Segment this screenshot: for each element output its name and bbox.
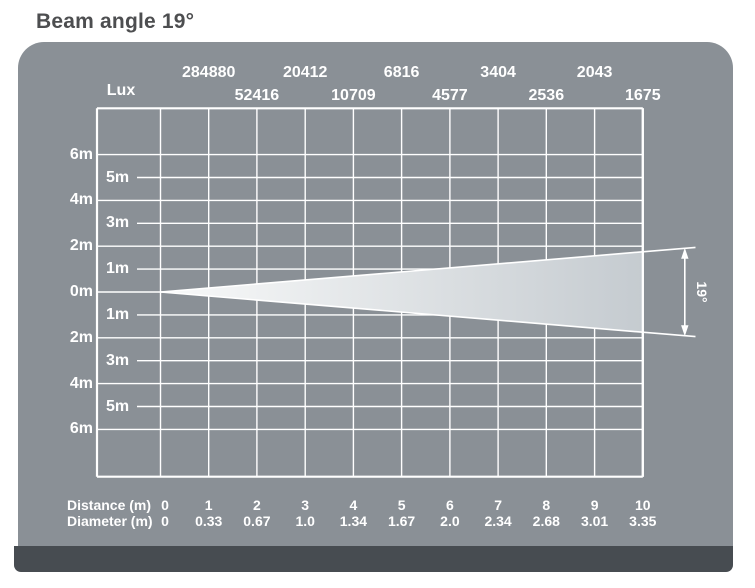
y-axis-inner-label: 3m [106, 351, 130, 369]
distance-value: 4 [349, 496, 358, 513]
distance-value: 6 [445, 496, 454, 513]
y-axis-label: 6m [69, 145, 93, 163]
beam-cone [160, 251, 643, 333]
y-axis-label: 4m [69, 374, 93, 392]
y-axis-inner-label: 5m [106, 397, 130, 415]
distance-value: 10 [635, 496, 651, 513]
diameter-value: 2.34 [484, 512, 512, 529]
y-axis-inner-label: 5m [106, 168, 130, 186]
diameter-value: 1.0 [295, 512, 315, 529]
diameter-value: 0.33 [195, 512, 223, 529]
diameter-row-label: Diameter (m) [67, 512, 153, 529]
angle-arrow [681, 247, 689, 337]
distance-value: 8 [542, 496, 551, 513]
y-axis-inner-label: 1m [106, 260, 130, 278]
lux-axis-label: Lux [106, 82, 136, 99]
lux-value: 4577 [432, 86, 468, 104]
lux-value: 1675 [625, 86, 661, 104]
lux-value: 284880 [181, 64, 236, 81]
lux-value: 10709 [331, 86, 376, 104]
beam-angle-value: 19° [694, 280, 710, 303]
distance-value: 2 [252, 496, 261, 513]
y-axis-inner-label: 3m [106, 214, 130, 232]
diameter-value: 0 [161, 512, 169, 529]
diameter-value: 3.35 [629, 512, 657, 529]
distance-value: 3 [301, 496, 310, 513]
diameter-value: 2.0 [440, 512, 460, 529]
distance-value: 0 [161, 496, 169, 513]
y-axis-label: 6m [69, 420, 93, 438]
lux-value: 52416 [234, 86, 280, 104]
lux-value: 20412 [282, 64, 328, 81]
diameter-value: 2.68 [532, 512, 560, 529]
y-axis-label: 2m [69, 328, 93, 346]
lux-value: 2536 [528, 86, 565, 104]
beam-cone-edges [160, 246, 696, 338]
diameter-value: 1.34 [339, 512, 368, 529]
distance-value: 1 [204, 496, 213, 513]
y-axis-label: 2m [69, 237, 93, 255]
lux-value: 6816 [383, 64, 420, 81]
diameter-value: 0.67 [243, 512, 271, 529]
lux-value: 2043 [576, 64, 613, 81]
y-axis-label: 4m [69, 191, 93, 209]
y-axis-label: 0m [69, 283, 93, 300]
distance-value: 9 [590, 496, 599, 513]
page-title: Beam angle 19° [36, 10, 195, 33]
distance-value: 5 [397, 496, 406, 513]
distance-row-label: Distance (m) [67, 496, 152, 513]
diameter-value: 1.67 [387, 512, 416, 529]
diameter-value: 3.01 [580, 512, 609, 529]
footer-bar [14, 546, 733, 572]
y-axis-inner-label: 1m [106, 305, 130, 323]
lux-value: 3404 [480, 64, 516, 81]
distance-value: 7 [494, 496, 502, 513]
